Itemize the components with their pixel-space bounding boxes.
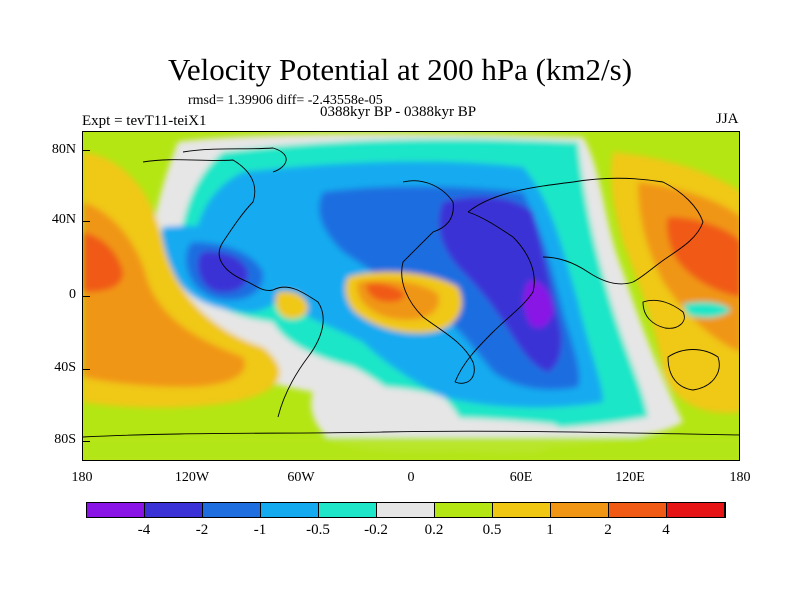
- tick-40n: [82, 221, 90, 222]
- colorbar-label: 4: [662, 522, 670, 538]
- lon-label-180w: 180: [71, 470, 93, 485]
- velocity-potential-map: [82, 131, 740, 461]
- contour-samerica-positive: [275, 291, 308, 319]
- experiment-label: Expt = tevT11-teiX1: [82, 113, 207, 129]
- colorbar-segment: [319, 503, 377, 517]
- coastlines: [83, 147, 739, 438]
- coast-south-america: [272, 286, 324, 418]
- tick-80s: [82, 441, 90, 442]
- season-label: JJA: [716, 111, 739, 127]
- coast-indonesia: [642, 299, 685, 329]
- lat-label-80n: 80N: [51, 142, 76, 157]
- colorbar-segment: [609, 503, 667, 517]
- coast-antarctica: [83, 430, 739, 438]
- colorbar-segment: [493, 503, 551, 517]
- colorbar-label: -0.2: [364, 522, 388, 538]
- colorbar-segment: [261, 503, 319, 517]
- rmsd-diff-text: rmsd= 1.39906 diff= -2.43558e-05: [188, 93, 383, 108]
- colorbar-segment: [203, 503, 261, 517]
- contour-americas-negative-2: [198, 251, 249, 293]
- plot-title: Velocity Potential at 200 hPa (km2/s): [167, 52, 633, 87]
- tick-0: [82, 296, 90, 297]
- colorbar-segment: [377, 503, 435, 517]
- coast-north-america: [142, 159, 274, 291]
- colorbar-segment: [551, 503, 609, 517]
- coast-africa-east: [454, 211, 535, 383]
- contour-antarctic-band: [83, 437, 739, 460]
- colorbar-label: -0.5: [306, 522, 330, 538]
- colorbar-segment: [87, 503, 145, 517]
- lat-label-40s: 40S: [54, 360, 76, 375]
- period-label: 0388kyr BP - 0388kyr BP: [320, 104, 477, 120]
- colorbar-label: -1: [253, 522, 267, 538]
- colorbar-label: 1: [546, 522, 554, 538]
- contour-field: [83, 132, 739, 460]
- lat-label-0: 0: [69, 287, 76, 302]
- contour-wpacific-positive-4: [666, 217, 739, 297]
- lon-label-0: 0: [407, 470, 415, 485]
- contour-negative-2: [439, 196, 562, 372]
- lon-label-180e: 180: [729, 470, 751, 485]
- contour-wpacific-small-negative: [683, 302, 731, 318]
- coast-greenland: [182, 147, 287, 173]
- lon-label-120e: 120E: [615, 470, 645, 485]
- contour-pacific-positive-4: [83, 232, 123, 292]
- tick-40s: [82, 369, 90, 370]
- tick-80n: [82, 150, 90, 151]
- contour-atlantic-positive-4: [366, 283, 405, 302]
- lon-label-60w: 60W: [287, 470, 315, 485]
- colorbar-label: 0.5: [482, 522, 502, 538]
- lat-label-80s: 80S: [54, 432, 76, 447]
- coast-eurasia: [467, 177, 704, 285]
- lat-label-40n: 40N: [51, 212, 76, 227]
- colorbar-segment: [667, 503, 725, 517]
- coast-australia: [667, 349, 720, 391]
- colorbar-label: 0.2: [424, 522, 444, 538]
- colorbar-segment: [435, 503, 493, 517]
- lon-label-120w: 120W: [174, 470, 210, 485]
- colorbar-label: -2: [195, 522, 209, 538]
- colorbar-label: -4: [137, 522, 151, 538]
- lon-label-60e: 60E: [509, 470, 533, 485]
- contour-pacific-positive-2: [83, 202, 245, 387]
- colorbar-label: 2: [604, 522, 612, 538]
- coast-africa-west: [401, 180, 475, 384]
- colorbar: [86, 502, 726, 518]
- colorbar-segment: [145, 503, 203, 517]
- contour-negative-4: [523, 281, 553, 328]
